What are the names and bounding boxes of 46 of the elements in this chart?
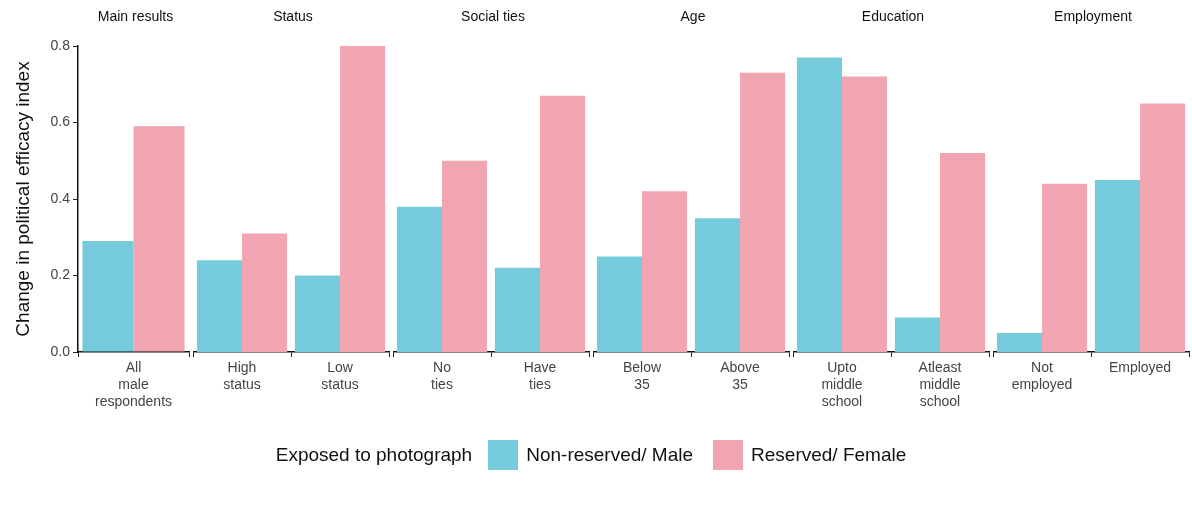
bar (1094, 179, 1140, 352)
bar (740, 72, 786, 352)
y-tick-label: 0.8 (50, 36, 71, 53)
legend-label: Non-reserved/ Male (526, 444, 694, 466)
bar (996, 332, 1042, 352)
bar (196, 260, 242, 352)
x-tick-label: Upto middle school (821, 359, 863, 409)
bar (494, 267, 540, 352)
x-tick-label: All male respondents (94, 359, 173, 409)
x-tick-label: Atleast middle school (918, 359, 962, 409)
x-tick-label: Not employed (1011, 359, 1073, 393)
chart-title: Education (860, 8, 926, 26)
chart-title: Status (272, 8, 314, 26)
bar (340, 46, 386, 352)
bar (796, 57, 842, 352)
x-tick-label: Have ties (523, 359, 557, 393)
y-tick-label: 0.4 (50, 189, 71, 206)
x-tick-label: Above 35 (720, 359, 761, 393)
x-tick-label: Low status (321, 359, 359, 393)
bar (1140, 103, 1186, 352)
chart-title: Main results (96, 8, 175, 26)
bar (596, 256, 642, 352)
chart-title: Age (679, 8, 707, 26)
x-tick-label: Below 35 (622, 359, 662, 393)
y-tick-label: 0.6 (50, 113, 71, 130)
chart-title: Social ties (460, 8, 526, 26)
bar (1042, 183, 1088, 352)
x-tick-label: High status (223, 359, 261, 393)
bar (642, 191, 688, 352)
bar (842, 76, 888, 352)
bar (694, 218, 740, 352)
y-axis-title: Change in political efficacy index (11, 60, 33, 337)
bar (442, 160, 488, 352)
legend-title: Exposed to photograph (275, 444, 473, 466)
bar (242, 233, 288, 352)
bar (940, 153, 986, 352)
y-tick-label: 0.2 (50, 266, 71, 283)
chart-title: Employment (1053, 8, 1133, 26)
bar (294, 275, 340, 352)
x-tick-label: Employed (1108, 359, 1172, 376)
y-tick-label: 0.0 (50, 342, 71, 359)
legend-label: Reserved/ Female (751, 444, 907, 466)
bar (540, 95, 586, 352)
bar (396, 206, 442, 352)
x-tick-label: No ties (431, 359, 453, 393)
bar (894, 317, 940, 352)
